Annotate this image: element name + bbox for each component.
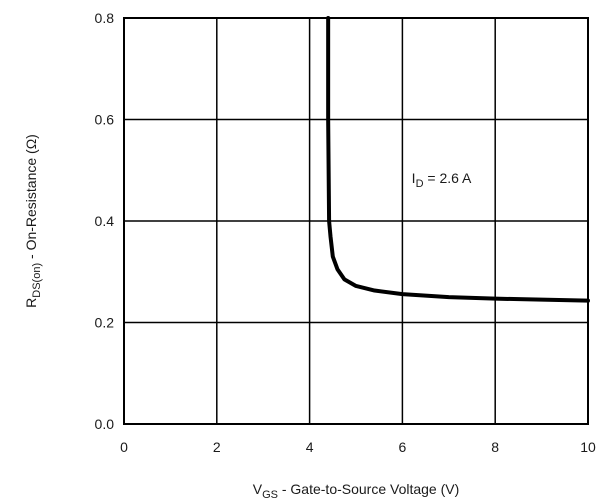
x-axis-title: VGS - Gate-to-Source Voltage (V) (253, 481, 460, 500)
x-tick-label: 2 (213, 439, 221, 455)
y-tick-label: 0.4 (95, 213, 115, 229)
x-tick-labels: 0 2 4 6 8 10 (120, 439, 596, 455)
x-tick-label: 10 (580, 439, 596, 455)
x-tick-label: 8 (491, 439, 499, 455)
plot-frame (123, 17, 589, 425)
y-tick-label: 0.8 (95, 10, 115, 26)
x-tick-label: 6 (399, 439, 407, 455)
y-tick-label: 0.2 (95, 315, 115, 331)
y-tick-label: 0.0 (95, 416, 115, 432)
grid-lines (123, 17, 589, 425)
series-line-rdson (326, 16, 590, 303)
x-tick-label: 4 (306, 439, 314, 455)
y-axis-title: RDS(on) - On-Resistance (Ω) (23, 134, 43, 308)
y-tick-label: 0.6 (95, 112, 115, 128)
x-tick-label: 0 (120, 439, 128, 455)
y-tick-labels: 0.0 0.2 0.4 0.6 0.8 (95, 10, 115, 432)
annotation-id-current: ID = 2.6 A (412, 170, 472, 190)
